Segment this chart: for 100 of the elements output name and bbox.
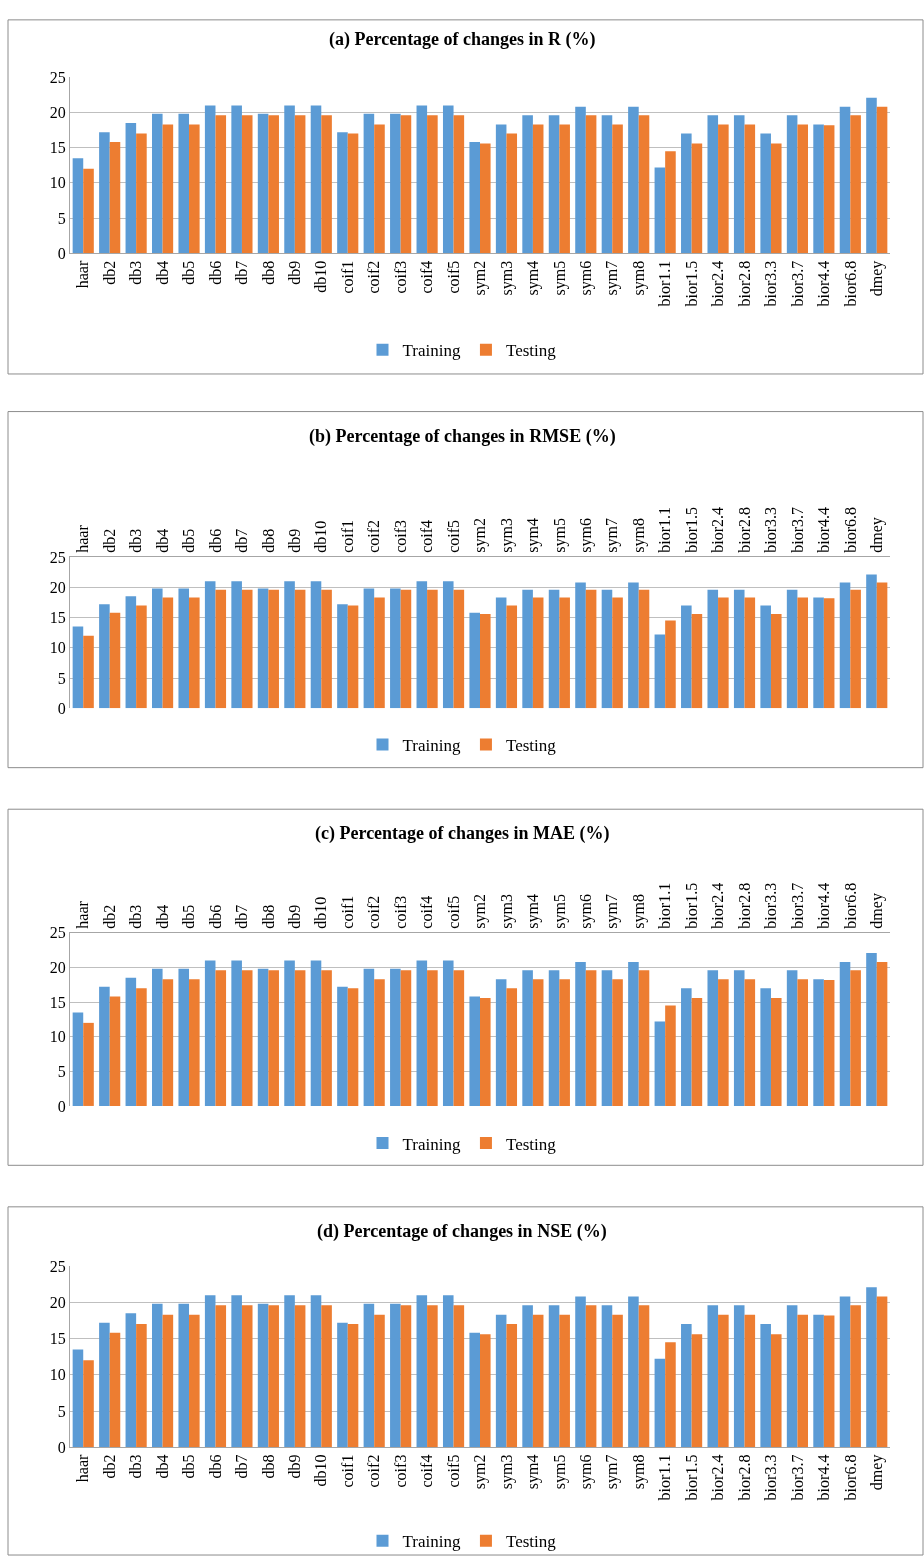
x-tick-label: coif2: [365, 895, 383, 929]
bar: [337, 604, 348, 709]
x-tick-label: bior2.4: [709, 260, 727, 307]
bar: [99, 604, 110, 709]
bar: [823, 1315, 835, 1448]
x-tick-label: sym3: [497, 893, 516, 929]
bar: [363, 968, 375, 1106]
bar: [575, 1296, 586, 1448]
bar: [506, 133, 518, 254]
bar: [850, 1305, 861, 1448]
bar: [442, 581, 454, 709]
bar: [310, 105, 322, 254]
bar: [601, 115, 613, 254]
bar: [797, 124, 808, 254]
bar: [532, 597, 544, 709]
x-tick-label: dmey: [867, 1454, 886, 1491]
bar: [665, 151, 676, 254]
bar: [691, 143, 703, 254]
x-tick-label: db7: [233, 904, 251, 929]
x-tick-label: coif4: [418, 519, 436, 553]
bar: [638, 1305, 650, 1448]
bar: [231, 105, 242, 254]
x-tick-label: coif3: [391, 519, 409, 553]
y-tick-label: 20: [49, 1293, 66, 1311]
x-tick-label: dmey: [867, 260, 886, 297]
bar: [204, 960, 216, 1106]
bar: [442, 960, 454, 1106]
bar: [691, 997, 703, 1106]
bar: [681, 605, 692, 709]
x-tick-label: bior2.8: [735, 260, 753, 307]
bar: [495, 597, 507, 709]
bar: [257, 588, 269, 709]
x-tick-label: bior1.1: [656, 260, 674, 307]
bar: [559, 1314, 570, 1448]
bar: [707, 589, 719, 709]
x-tick-label: coif4: [418, 1454, 436, 1488]
bar: [797, 597, 808, 709]
bar: [189, 597, 200, 709]
bar: [257, 968, 269, 1106]
bar: [416, 1295, 428, 1448]
bar: [99, 132, 110, 254]
x-tick-label: sym3: [497, 260, 516, 296]
legend-label: Testing: [505, 1532, 557, 1552]
bar: [109, 612, 121, 709]
bar: [310, 581, 322, 709]
bar: [83, 1022, 94, 1106]
bar: [125, 977, 137, 1106]
chart-title: (c) Percentage of changes in MAE (%): [315, 823, 610, 844]
bar: [390, 113, 401, 254]
y-tick-label: 25: [49, 924, 66, 942]
x-tick-label: db6: [206, 528, 224, 553]
bar: [559, 597, 570, 709]
x-tick-label: bior2.8: [735, 1454, 753, 1501]
bar: [707, 970, 719, 1106]
x-tick-label: coif2: [365, 260, 383, 294]
bar: [823, 979, 835, 1106]
bar: [585, 589, 597, 709]
bar: [189, 124, 200, 254]
y-tick-label: 0: [57, 699, 66, 717]
y-tick-label: 5: [57, 1402, 66, 1420]
bar: [109, 142, 121, 254]
bar: [400, 589, 412, 709]
y-tick-label: 10: [49, 1028, 66, 1046]
bar: [390, 588, 401, 709]
bar: [612, 597, 623, 709]
bar: [495, 979, 507, 1106]
bar: [294, 589, 306, 709]
bar: [628, 582, 639, 709]
x-tick-label: coif5: [444, 1454, 462, 1488]
x-tick-label: dmey: [867, 517, 886, 553]
bar: [162, 979, 174, 1106]
x-tick-label: haar: [74, 524, 92, 553]
y-tick-label: 5: [57, 669, 66, 687]
x-tick-label: sym4: [524, 893, 543, 929]
x-tick-label: db9: [286, 260, 304, 285]
bar: [733, 1305, 745, 1448]
bar: [612, 124, 623, 254]
x-tick-label: db8: [259, 260, 277, 285]
x-tick-label: bior2.8: [735, 882, 753, 929]
bar: [152, 113, 163, 254]
x-tick-label: sym2: [471, 518, 490, 553]
legend-label: Training: [402, 1134, 461, 1154]
bar: [480, 143, 491, 254]
bar: [204, 1295, 216, 1448]
bar: [189, 979, 200, 1106]
bar: [480, 613, 491, 709]
x-tick-label: coif2: [365, 1454, 383, 1488]
bar: [718, 1314, 729, 1448]
x-tick-label: db7: [233, 528, 251, 553]
bar: [786, 589, 798, 709]
bar: [469, 996, 480, 1106]
bar: [681, 988, 692, 1106]
bar: [744, 979, 756, 1106]
bar: [152, 968, 163, 1106]
x-tick-label: coif3: [391, 895, 409, 929]
bar: [374, 1314, 385, 1448]
x-tick-label: db2: [100, 260, 118, 285]
x-tick-label: sym7: [603, 518, 622, 553]
x-tick-label: db10: [312, 1454, 330, 1487]
bar: [321, 115, 332, 254]
